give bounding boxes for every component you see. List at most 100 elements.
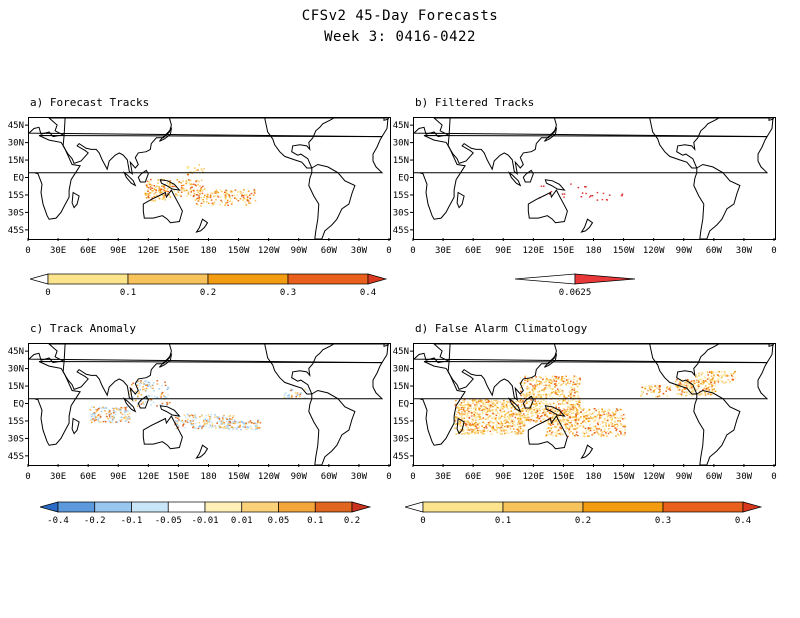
track-cell (183, 190, 185, 192)
track-cell (703, 381, 705, 384)
track-cell (475, 417, 477, 419)
track-cell (589, 429, 592, 432)
track-cell (476, 416, 479, 419)
track-cell (560, 429, 563, 431)
track-cell (171, 185, 174, 188)
track-cell (148, 381, 151, 384)
y-tick-label: 30N (8, 365, 24, 375)
track-cell (198, 164, 201, 166)
track-cell (582, 409, 585, 411)
track-cell (524, 379, 527, 382)
track-cell (668, 388, 670, 390)
track-cell (126, 410, 129, 412)
track-cell (606, 418, 609, 420)
track-cell (571, 404, 573, 406)
track-cell (482, 421, 484, 423)
track-cell (576, 423, 579, 425)
track-cell (617, 420, 619, 422)
track-cell (609, 414, 612, 416)
track-cell (567, 406, 569, 408)
panel-a-coast-africa (29, 135, 384, 220)
track-cell (173, 185, 175, 188)
track-cell (212, 202, 215, 205)
track-cell (485, 401, 488, 403)
track-cell (254, 200, 257, 202)
track-cell (536, 391, 539, 393)
track-cell (500, 421, 502, 423)
track-cell (545, 403, 547, 405)
colorbar-bin (57, 501, 96, 513)
track-cell (510, 419, 513, 421)
track-cell (620, 430, 623, 432)
track-cell (472, 429, 475, 432)
track-cell (595, 428, 597, 430)
track-cell (604, 410, 607, 413)
track-cell (225, 417, 227, 419)
track-cell (604, 421, 606, 424)
track-cell (572, 404, 574, 406)
track-cell (706, 393, 709, 395)
track-cell (462, 428, 465, 430)
track-cell (482, 401, 485, 403)
track-cell (210, 192, 212, 194)
track-cell (610, 421, 612, 424)
colorbar-label: 0.4 (360, 288, 376, 298)
track-cell (147, 189, 150, 191)
track-cell (550, 419, 553, 421)
track-cell (246, 199, 249, 201)
track-cell (525, 396, 528, 398)
track-cell (164, 199, 166, 201)
track-cell (555, 412, 558, 415)
track-cell (708, 377, 710, 379)
track-cell (519, 423, 521, 425)
track-cell (187, 193, 190, 195)
colorbar-label: -0.2 (84, 516, 106, 526)
track-cell (531, 403, 534, 405)
track-cell (222, 428, 225, 430)
track-cell (468, 410, 470, 413)
colorbar-bin (47, 273, 129, 285)
track-cell (524, 408, 527, 410)
track-cell (492, 404, 494, 406)
track-cell (569, 414, 571, 416)
track-cell (488, 405, 490, 407)
y-tick-label: 30N (8, 139, 24, 149)
track-cell (533, 411, 535, 413)
track-cell (483, 432, 485, 435)
track-cell (534, 420, 536, 422)
track-cell (182, 421, 185, 424)
track-cell (698, 375, 700, 377)
track-cell (543, 399, 545, 401)
track-cell (93, 417, 96, 419)
track-cell (491, 426, 493, 428)
y-tick-label: 30N (393, 139, 409, 149)
track-cell (486, 411, 489, 413)
panel-a-coast-asia (62, 118, 172, 175)
track-cell (587, 427, 590, 429)
track-cell (115, 407, 118, 409)
track-cell (574, 419, 577, 422)
track-cell (522, 415, 525, 417)
track-cell (161, 384, 163, 387)
track-cell (598, 427, 601, 430)
track-cell (257, 421, 259, 424)
track-cell (534, 387, 536, 389)
track-cell (608, 409, 611, 411)
track-cell (640, 395, 643, 397)
x-tick-label: 60E (80, 246, 96, 256)
track-cell (476, 424, 479, 426)
colorbar-label: 0.4 (735, 516, 751, 526)
track-cell (602, 411, 605, 414)
track-cell (549, 408, 552, 411)
track-cell (725, 381, 728, 383)
panel-a-coast-borneo (137, 169, 149, 183)
track-cell (475, 421, 477, 424)
track-cell (215, 415, 218, 418)
track-cell (574, 416, 577, 418)
track-cell (219, 204, 222, 206)
track-cell (253, 192, 256, 194)
track-cell (169, 183, 172, 185)
track-cell (595, 426, 597, 428)
track-cell (503, 410, 506, 413)
track-cell (148, 395, 150, 398)
